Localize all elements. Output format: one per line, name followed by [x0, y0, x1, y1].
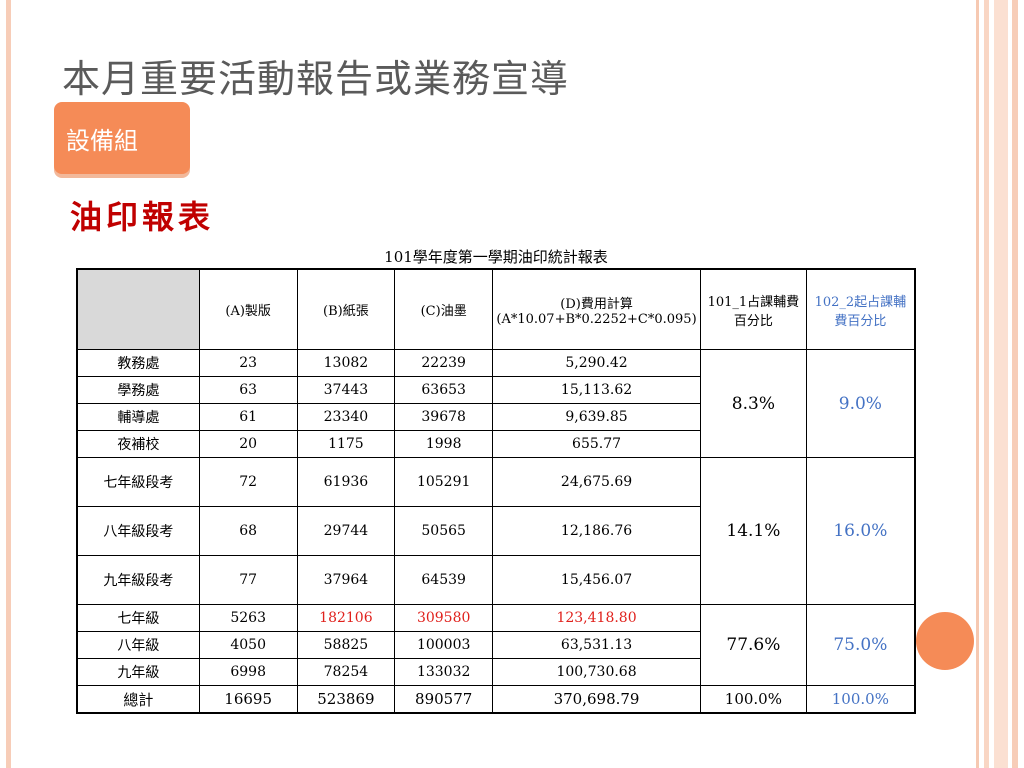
total-a: 16695 — [198, 685, 298, 714]
group-pct-101: 14.1% — [700, 457, 807, 605]
total-pct-102: 100.0% — [805, 685, 916, 714]
cell-d: 15,113.62 — [492, 376, 702, 404]
group-pct-102: 9.0% — [805, 349, 916, 458]
cell-c: 63653 — [394, 376, 494, 404]
header-cost-formula: (A*10.07+B*0.2252+C*0.095) — [496, 311, 697, 327]
row-name: 教務處 — [76, 349, 200, 377]
table-row: 八年級段考 68 29744 50565 12,186.76 — [76, 506, 915, 556]
row-name: 八年級 — [76, 631, 200, 659]
cell-d: 9,639.85 — [492, 403, 702, 431]
cell-c: 100003 — [394, 631, 494, 659]
header-paper: (B)紙張 — [296, 268, 396, 350]
cell-d: 100,730.68 — [492, 658, 702, 686]
section-badge: 設備組 — [54, 102, 190, 174]
cell-c: 39678 — [394, 403, 494, 431]
header-cost: (D)費用計算 (A*10.07+B*0.2252+C*0.095) — [492, 268, 702, 350]
cell-b: 1175 — [296, 430, 396, 458]
total-pct-101: 100.0% — [700, 685, 807, 714]
cell-d: 15,456.07 — [492, 555, 702, 605]
row-name: 夜補校 — [76, 430, 200, 458]
total-label: 總計 — [76, 685, 200, 714]
cell-c: 64539 — [394, 555, 494, 605]
cell-b: 37443 — [296, 376, 396, 404]
cell-a: 23 — [198, 349, 298, 377]
cell-c: 1998 — [394, 430, 494, 458]
cell-b: 29744 — [296, 506, 396, 556]
cell-a: 5263 — [198, 604, 298, 632]
decor-circle — [916, 612, 974, 670]
cell-d: 63,531.13 — [492, 631, 702, 659]
cell-b: 78254 — [296, 658, 396, 686]
cell-b: 23340 — [296, 403, 396, 431]
cell-c-highlight: 309580 — [394, 604, 494, 632]
cell-d: 24,675.69 — [492, 457, 702, 507]
row-name: 八年級段考 — [76, 506, 200, 556]
cell-b: 58825 — [296, 631, 396, 659]
right-decor-stripes — [976, 0, 1024, 768]
cell-d: 655.77 — [492, 430, 702, 458]
cell-a: 63 — [198, 376, 298, 404]
header-plate: (A)製版 — [198, 268, 298, 350]
cell-a: 77 — [198, 555, 298, 605]
cell-a: 6998 — [198, 658, 298, 686]
header-ink: (C)油墨 — [394, 268, 494, 350]
cell-d: 12,186.76 — [492, 506, 702, 556]
row-name: 九年級段考 — [76, 555, 200, 605]
cell-b-highlight: 182106 — [296, 604, 396, 632]
total-d: 370,698.79 — [492, 685, 702, 714]
cell-d: 5,290.42 — [492, 349, 702, 377]
table-row: 七年級段考 72 61936 105291 24,675.69 14.1% 16… — [76, 457, 916, 605]
table-row: 輔導處 61 23340 39678 9,639.85 — [76, 403, 915, 431]
group-pct-101: 77.6% — [700, 604, 807, 686]
cell-b: 13082 — [296, 349, 396, 377]
mimeograph-report-table: (A)製版 (B)紙張 (C)油墨 (D)費用計算 (A*10.07+B*0.2… — [76, 268, 916, 714]
header-pct-102: 102_2起占課輔費百分比 — [805, 268, 916, 350]
row-name: 學務處 — [76, 376, 200, 404]
cell-d-highlight: 123,418.80 — [492, 604, 702, 632]
cell-a: 20 — [198, 430, 298, 458]
cell-c: 50565 — [394, 506, 494, 556]
total-row: 總計 16695 523869 890577 370,698.79 100.0%… — [76, 685, 916, 714]
group-pct-101: 8.3% — [700, 349, 807, 458]
table-row: 八年級 4050 58825 100003 63,531.13 — [76, 631, 915, 659]
cell-b: 61936 — [296, 457, 396, 507]
total-b: 523869 — [296, 685, 396, 714]
row-name: 七年級段考 — [76, 457, 200, 507]
slide-title: 本月重要活動報告或業務宣導 — [62, 57, 570, 101]
cell-c: 133032 — [394, 658, 494, 686]
header-row: (A)製版 (B)紙張 (C)油墨 (D)費用計算 (A*10.07+B*0.2… — [76, 268, 916, 350]
table-caption: 101學年度第一學期油印統計報表 — [384, 248, 608, 266]
cell-a: 61 — [198, 403, 298, 431]
left-decor-stripe — [6, 0, 11, 768]
table-row: 九年級 6998 78254 133032 100,730.68 — [76, 658, 915, 686]
total-c: 890577 — [394, 685, 494, 714]
cell-a: 4050 — [198, 631, 298, 659]
row-name: 七年級 — [76, 604, 200, 632]
header-cost-label: (D)費用計算 — [560, 296, 633, 312]
cell-a: 68 — [198, 506, 298, 556]
report-heading: 油印報表 — [70, 198, 215, 236]
cell-c: 22239 — [394, 349, 494, 377]
table-row: 七年級 5263 182106 309580 123,418.80 77.6% … — [76, 604, 916, 686]
table-row: 學務處 63 37443 63653 15,113.62 — [76, 376, 915, 404]
row-name: 九年級 — [76, 658, 200, 686]
row-name: 輔導處 — [76, 403, 200, 431]
table-row: 教務處 23 13082 22239 5,290.42 8.3% 9.0% — [76, 349, 916, 458]
header-pct-101: 101_1占課輔費百分比 — [700, 268, 807, 350]
group-pct-102: 16.0% — [805, 457, 916, 605]
header-blank — [76, 268, 200, 350]
cell-b: 37964 — [296, 555, 396, 605]
group-pct-102: 75.0% — [805, 604, 916, 686]
table-row: 夜補校 20 1175 1998 655.77 — [76, 430, 915, 458]
cell-c: 105291 — [394, 457, 494, 507]
cell-a: 72 — [198, 457, 298, 507]
table-row: 九年級段考 77 37964 64539 15,456.07 — [76, 555, 915, 605]
